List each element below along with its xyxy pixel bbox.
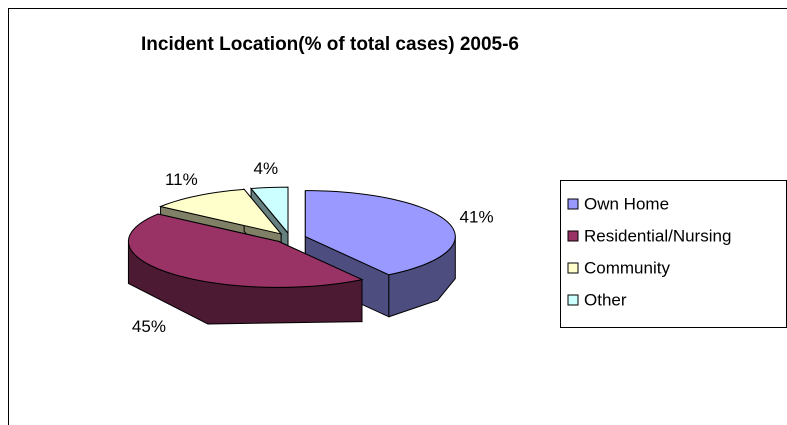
slice-top <box>127 213 364 288</box>
data-label: 41% <box>460 207 494 226</box>
legend-swatch <box>567 198 579 210</box>
legend-label: Community <box>584 258 670 277</box>
legend-label: Own Home <box>584 194 669 213</box>
legend-box <box>560 180 787 328</box>
slice <box>127 213 364 325</box>
legend-label: Other <box>584 290 627 309</box>
legend-swatch <box>567 230 579 242</box>
data-label: 45% <box>132 317 166 336</box>
slice-top <box>158 188 283 235</box>
legend-swatch <box>567 294 579 306</box>
legend-swatch <box>567 262 579 274</box>
chart-border <box>8 8 787 425</box>
slice-top <box>250 186 289 235</box>
legend-label: Residential/Nursing <box>584 226 731 245</box>
data-label: 4% <box>254 159 279 178</box>
chart-title: Incident Location(% of total cases) 2005… <box>141 34 519 55</box>
data-label: 11% <box>165 170 198 189</box>
slice-top <box>304 190 456 276</box>
